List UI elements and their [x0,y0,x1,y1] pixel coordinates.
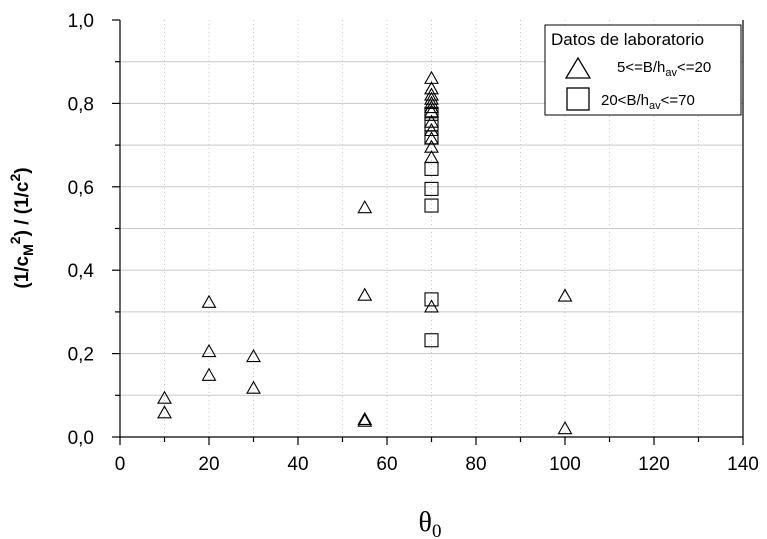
grid-layer [120,20,743,437]
triangle-point [357,411,373,426]
legend: Datos de laboratorio 5<=B/hav<=20 20<B/h… [544,24,742,116]
x-tick-label: 0 [115,454,126,475]
tick-labels: 0 20 40 60 80 100 120 140 0,0 0,2 0,4 0,6 0,8 1,0 [68,11,759,475]
x-tick-label: 100 [549,454,581,475]
y-tick-label: 0,0 [68,428,94,449]
triangle-point [357,200,373,214]
x-tick-label: 140 [727,454,759,475]
x-tick-label: 60 [376,454,397,475]
data-points [157,70,573,435]
triangle-point [157,390,172,404]
legend-square-icon [566,87,590,111]
square-point [424,161,439,176]
triangle-point [201,367,217,381]
y-tick-label: 1,0 [68,11,94,32]
x-tick-label: 120 [638,454,670,475]
triangle-point [201,294,217,308]
square-point [424,130,439,145]
triangle-point [424,114,439,128]
axes-layer [112,19,744,445]
square-point [424,106,439,121]
legend-entry-1-label: 5<=B/hav<=20 [617,59,711,79]
square-point [424,333,439,348]
y-tick-label: 0,8 [68,94,94,115]
square-point [424,292,439,307]
triangle-point [424,91,439,105]
y-tick-label: 0,6 [68,178,94,199]
triangle-point [357,413,373,427]
x-tick-label: 20 [198,454,219,475]
y-tick-label: 0,2 [68,345,94,366]
square-point [424,181,439,196]
triangle-point [557,421,573,435]
triangle-point [246,348,261,363]
triangle-point [246,380,261,394]
legend-box [544,24,742,116]
x-axis-label: θ0 [419,507,442,539]
x-tick-label: 40 [287,454,308,475]
x-tick-label: 80 [465,454,486,475]
legend-triangle-icon [564,56,592,79]
triangle-point [557,288,573,302]
y-tick-label: 0,4 [68,261,95,282]
triangle-point [424,122,439,137]
triangle-point [201,343,217,358]
triangle-point [424,131,439,145]
square-point [424,198,439,213]
y-axis-label: (1/cM2) / (1/c2) [7,167,36,288]
triangle-point [157,405,172,419]
triangle-point [424,95,439,109]
triangle-point [357,287,373,301]
legend-entry-2-label: 20<B/hav<=70 [601,92,695,112]
legend-title: Datos de laboratorio [551,30,704,49]
